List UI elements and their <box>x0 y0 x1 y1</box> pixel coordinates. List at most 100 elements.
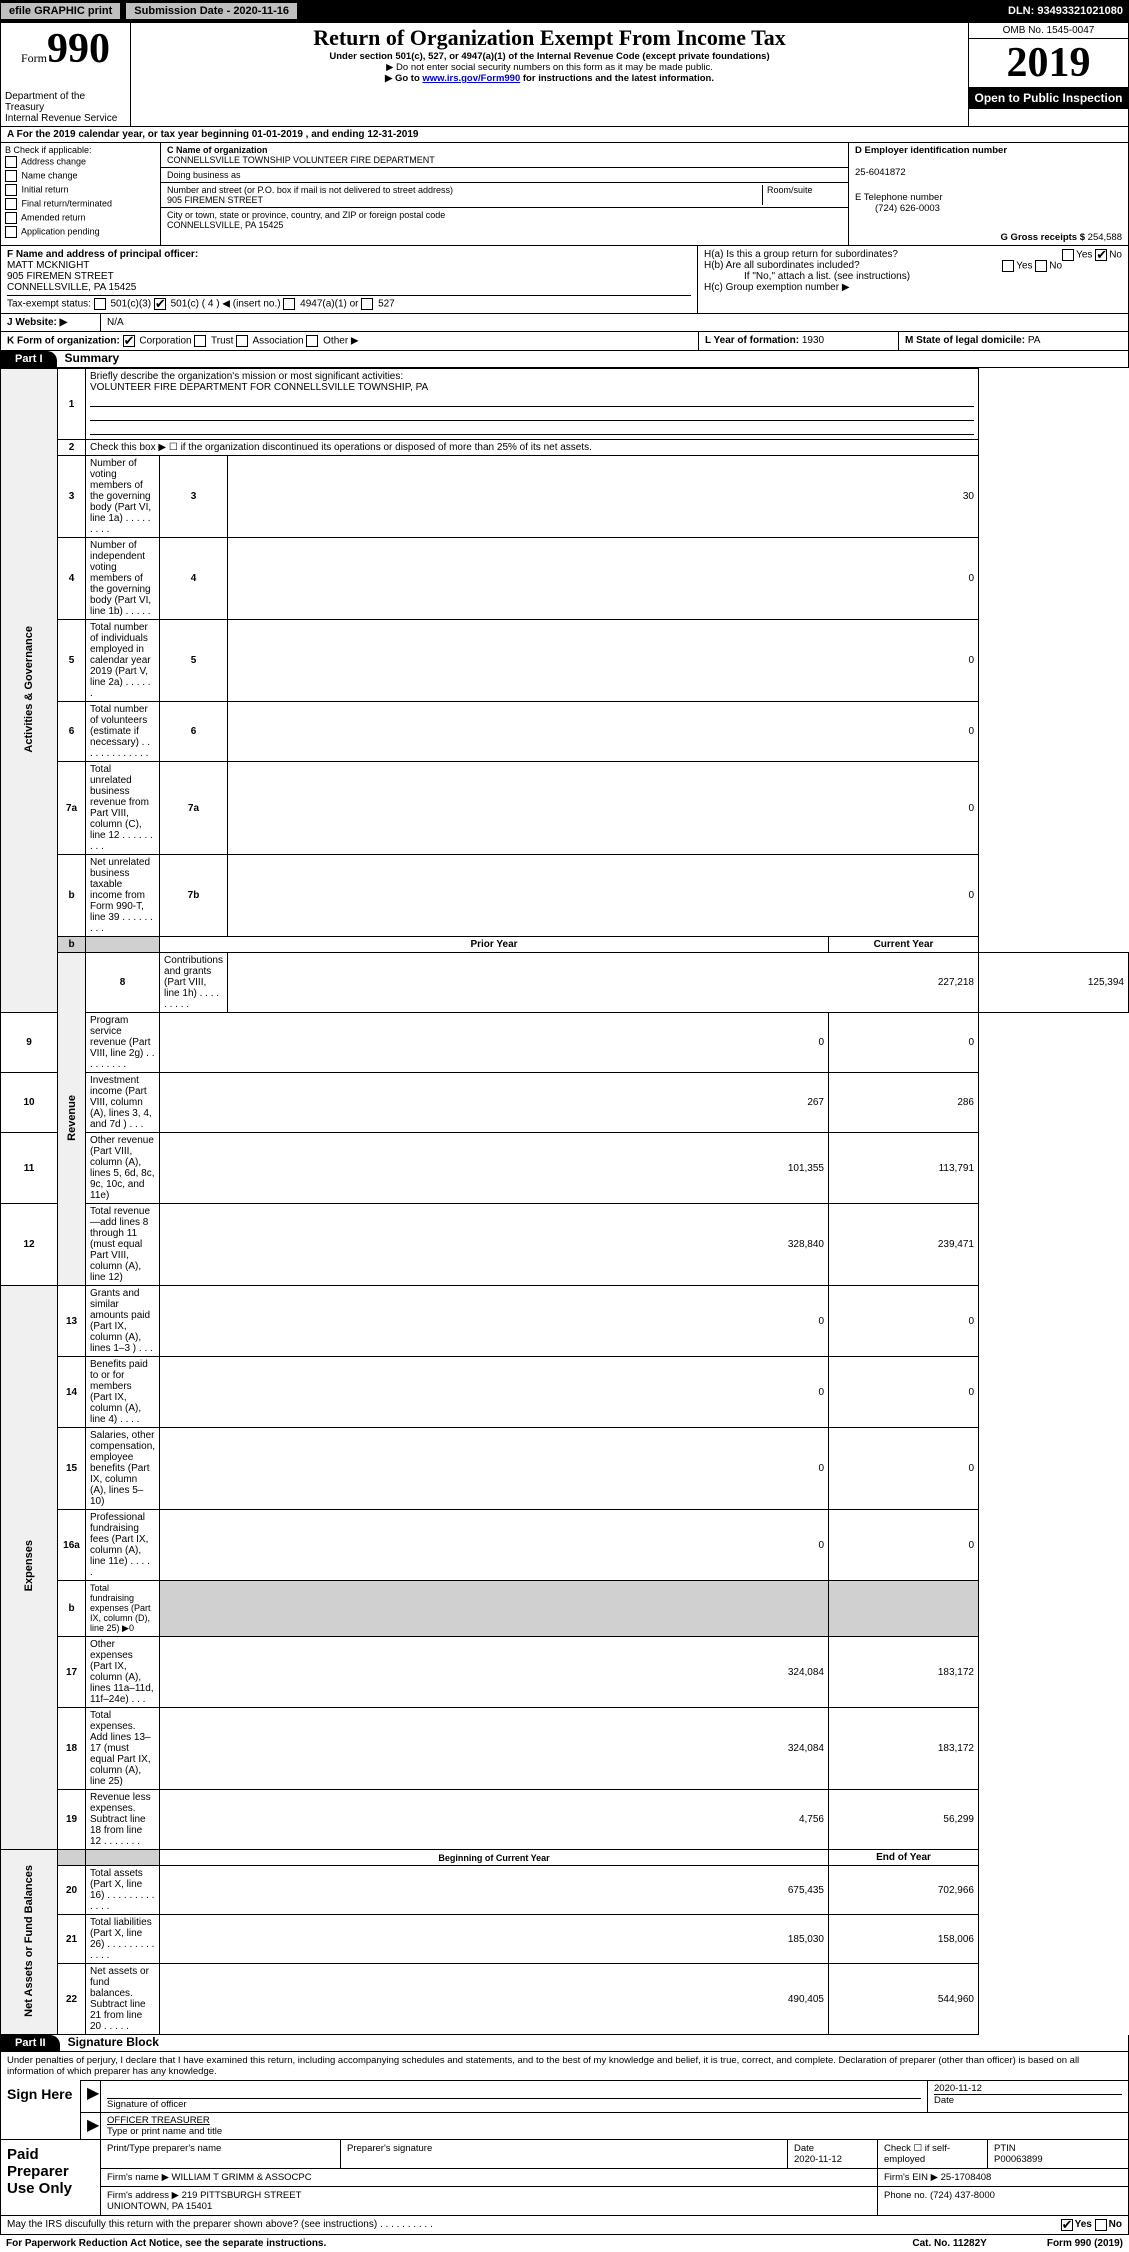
p15: 0 <box>160 1428 829 1510</box>
4947-checkbox[interactable] <box>283 298 295 310</box>
section-b: B Check if applicable: Address change Na… <box>1 143 161 245</box>
p10: 267 <box>160 1073 829 1133</box>
p21: 185,030 <box>160 1915 829 1964</box>
signature-block: Under penalties of perjury, I declare th… <box>0 2052 1129 2140</box>
c11: 113,791 <box>829 1133 979 1204</box>
c15: 0 <box>829 1428 979 1510</box>
firm-name: WILLIAM T GRIMM & ASSOCPC <box>172 2172 312 2183</box>
p14: 0 <box>160 1357 829 1428</box>
year-formation: 1930 <box>802 335 824 346</box>
sign-here-label: Sign Here <box>1 2080 81 2139</box>
website-value: N/A <box>101 314 1128 331</box>
section-j: J Website: ▶ N/A <box>0 314 1129 332</box>
discuss-no-checkbox[interactable] <box>1095 2219 1107 2231</box>
form990-link[interactable]: www.irs.gov/Form990 <box>422 73 520 84</box>
officer-addr1: 905 FIREMEN STREET <box>7 271 114 282</box>
gross-receipts: 254,588 <box>1088 232 1122 243</box>
submission-date-button[interactable]: Submission Date - 2020-11-16 <box>125 2 298 20</box>
street-address: 905 FIREMEN STREET <box>167 195 263 205</box>
c16a: 0 <box>829 1510 979 1581</box>
final-return-checkbox[interactable] <box>5 198 17 210</box>
p12: 328,840 <box>160 1204 829 1286</box>
ha-no-checkbox[interactable] <box>1095 249 1107 261</box>
p13: 0 <box>160 1286 829 1357</box>
dept-label: Department of the Treasury Internal Reve… <box>5 91 126 124</box>
hb-yes-checkbox[interactable] <box>1002 260 1014 272</box>
val-3: 30 <box>227 456 978 538</box>
section-klm: K Form of organization: Corporation Trus… <box>0 332 1129 351</box>
name-change-checkbox[interactable] <box>5 170 17 182</box>
discuss-yes-checkbox[interactable] <box>1061 2219 1073 2231</box>
p9: 0 <box>160 1013 829 1073</box>
top-bar: efile GRAPHIC print Submission Date - 20… <box>0 0 1129 22</box>
addr-change-checkbox[interactable] <box>5 156 17 168</box>
section-deg: D Employer identification number25-60418… <box>848 143 1128 245</box>
c18: 183,172 <box>829 1708 979 1790</box>
form-number: Form990 <box>5 25 126 73</box>
initial-return-checkbox[interactable] <box>5 184 17 196</box>
p20: 675,435 <box>160 1866 829 1915</box>
k-corp-checkbox[interactable] <box>123 335 135 347</box>
k-other-checkbox[interactable] <box>306 335 318 347</box>
city-state-zip: CONNELLSVILLE, PA 15425 <box>167 220 283 230</box>
ein-value: 25-6041872 <box>855 167 906 178</box>
c22: 544,960 <box>829 1964 979 2035</box>
efile-button[interactable]: efile GRAPHIC print <box>0 2 121 20</box>
org-name: CONNELLSVILLE TOWNSHIP VOLUNTEER FIRE DE… <box>167 155 435 165</box>
p18: 324,084 <box>160 1708 829 1790</box>
hb-no-checkbox[interactable] <box>1035 260 1047 272</box>
period-line: A For the 2019 calendar year, or tax yea… <box>0 127 1129 143</box>
officer-addr2: CONNELLSVILLE, PA 15425 <box>7 282 136 293</box>
section-fh-row: F Name and address of principal officer:… <box>0 246 1129 314</box>
side-netassets: Net Assets or Fund Balances <box>23 1859 35 2023</box>
ha-yes-checkbox[interactable] <box>1062 249 1074 261</box>
firm-ein: 25-1708408 <box>941 2172 992 2183</box>
summary-table: Activities & Governance 1 Briefly descri… <box>0 368 1129 2035</box>
c14: 0 <box>829 1357 979 1428</box>
footer: For Paperwork Reduction Act Notice, see … <box>0 2235 1129 2252</box>
c17: 183,172 <box>829 1637 979 1708</box>
sign-date: 2020-11-12 <box>934 2083 982 2094</box>
side-governance: Activities & Governance <box>23 620 35 759</box>
p22: 490,405 <box>160 1964 829 2035</box>
p19: 4,756 <box>160 1790 829 1850</box>
form-note2: ▶ Go to www.irs.gov/Form990 for instruct… <box>137 73 962 84</box>
mission-text: VOLUNTEER FIRE DEPARTMENT FOR CONNELLSVI… <box>90 382 428 393</box>
amended-checkbox[interactable] <box>5 212 17 224</box>
officer-print-name: OFFICER TREASURER <box>107 2115 210 2126</box>
c8: 125,394 <box>979 953 1129 1013</box>
form-title: Return of Organization Exempt From Incom… <box>137 25 962 51</box>
form-ref: Form 990 (2019) <box>1047 2238 1123 2249</box>
k-trust-checkbox[interactable] <box>194 335 206 347</box>
501c4-checkbox[interactable] <box>154 298 166 310</box>
part2-header: Part IISignature Block <box>0 2035 1129 2052</box>
app-pending-checkbox[interactable] <box>5 226 17 238</box>
c19: 56,299 <box>829 1790 979 1850</box>
prep-date: 2020-11-12 <box>794 2154 842 2165</box>
val-6: 0 <box>227 702 978 762</box>
k-assoc-checkbox[interactable] <box>236 335 248 347</box>
perjury-text: Under penalties of perjury, I declare th… <box>1 2052 1128 2080</box>
501c3-checkbox[interactable] <box>94 298 106 310</box>
form-note1: ▶ Do not enter social security numbers o… <box>137 62 962 73</box>
c13: 0 <box>829 1286 979 1357</box>
c20: 702,966 <box>829 1866 979 1915</box>
dln-label: DLN: 93493321021080 <box>1008 5 1129 17</box>
527-checkbox[interactable] <box>361 298 373 310</box>
paid-preparer-block: Paid Preparer Use Only Print/Type prepar… <box>0 2140 1129 2216</box>
phone-value: (724) 626-0003 <box>855 203 940 214</box>
state-domicile: PA <box>1028 335 1041 346</box>
arrow-icon: ▶ <box>81 2081 101 2112</box>
omb-label: OMB No. 1545-0047 <box>969 23 1128 39</box>
c10: 286 <box>829 1073 979 1133</box>
firm-phone: (724) 437-8000 <box>930 2190 995 2201</box>
open-inspection: Open to Public Inspection <box>969 87 1128 109</box>
discuss-row: May the IRS discufully this return with … <box>0 2216 1129 2235</box>
info-block: B Check if applicable: Address change Na… <box>0 143 1129 246</box>
officer-name: MATT MCKNIGHT <box>7 260 89 271</box>
section-c: C Name of organization CONNELLSVILLE TOW… <box>161 143 848 245</box>
val-7b: 0 <box>227 855 978 937</box>
p17: 324,084 <box>160 1637 829 1708</box>
val-5: 0 <box>227 620 978 702</box>
tax-year: 2019 <box>969 39 1128 87</box>
